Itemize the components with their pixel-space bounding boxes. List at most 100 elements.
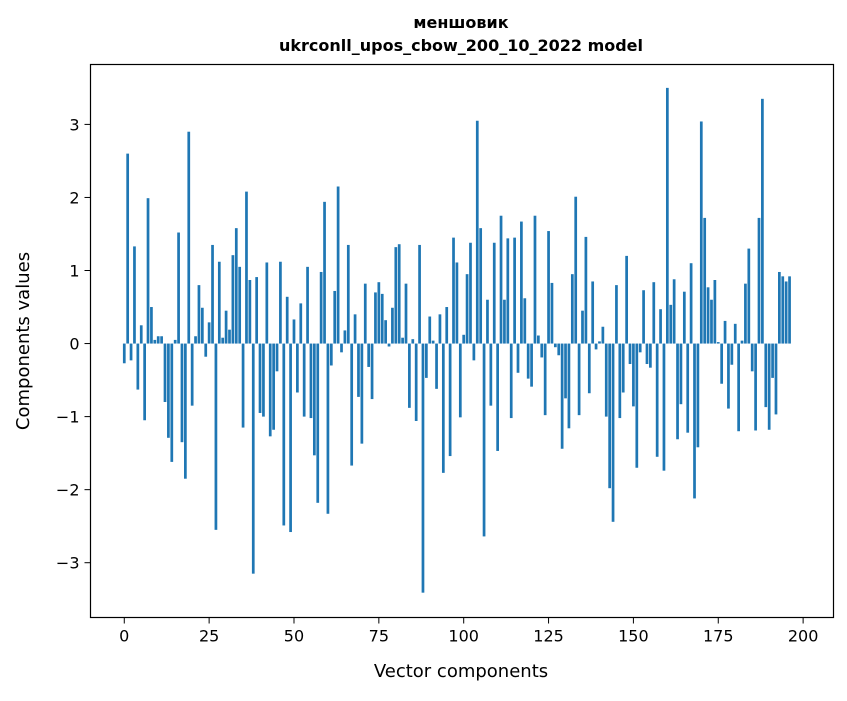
bar — [136, 343, 140, 390]
bar — [469, 242, 472, 344]
bar — [289, 343, 292, 533]
bar — [638, 343, 642, 353]
plot-frame — [89, 63, 835, 619]
bar — [255, 277, 259, 344]
bar — [547, 231, 550, 344]
bar — [299, 303, 303, 344]
bar — [340, 343, 343, 353]
bar — [282, 343, 286, 526]
bar — [665, 87, 669, 344]
bar — [567, 343, 571, 429]
bar — [581, 310, 584, 344]
bar — [564, 343, 567, 399]
bar — [323, 201, 326, 344]
bar — [747, 248, 751, 344]
bar — [194, 336, 197, 344]
bar — [703, 217, 707, 344]
bar — [380, 293, 384, 344]
bar — [550, 282, 554, 344]
bar — [778, 271, 781, 344]
bar — [224, 310, 228, 344]
bar — [435, 343, 438, 389]
bar — [245, 191, 248, 344]
bar — [333, 290, 337, 344]
bar — [625, 255, 628, 344]
bar — [167, 343, 170, 438]
bar — [499, 215, 503, 344]
bar — [231, 255, 235, 344]
bar — [139, 325, 143, 344]
bar — [122, 343, 126, 364]
bar — [628, 343, 632, 365]
bar — [177, 232, 180, 344]
bar — [217, 261, 221, 344]
bar — [492, 242, 496, 344]
bar — [676, 343, 679, 440]
bar — [248, 280, 252, 344]
bar — [241, 343, 245, 428]
bar — [312, 343, 316, 456]
bar — [302, 343, 306, 417]
bar — [540, 343, 544, 358]
bar — [591, 281, 595, 344]
bar — [431, 340, 435, 344]
bar — [584, 236, 588, 344]
bar — [706, 287, 710, 344]
bar — [621, 343, 625, 393]
bar — [720, 343, 724, 384]
bar — [448, 343, 452, 457]
bar — [557, 343, 561, 356]
bar — [150, 307, 153, 344]
bar — [733, 323, 737, 344]
bar — [520, 221, 523, 344]
bar — [146, 198, 150, 344]
bar — [214, 343, 218, 530]
bar — [207, 322, 211, 344]
bar — [503, 299, 506, 344]
y-tick-label: −2 — [56, 481, 80, 500]
bar — [682, 291, 686, 344]
bar — [377, 282, 381, 344]
bar — [686, 343, 690, 433]
y-axis-label: Components values — [13, 252, 34, 430]
bar — [689, 263, 693, 344]
bar — [455, 262, 459, 344]
bar — [190, 343, 194, 406]
bar — [163, 343, 167, 402]
bar — [472, 343, 476, 361]
bar — [662, 343, 666, 471]
bar — [526, 343, 530, 379]
bar — [659, 309, 662, 344]
x-tick-label: 25 — [199, 627, 219, 646]
bar — [425, 343, 428, 378]
bar — [360, 343, 364, 444]
bar — [319, 271, 323, 344]
bar — [458, 343, 462, 418]
x-axis-label: Vector components — [374, 661, 548, 682]
bar — [438, 314, 442, 344]
x-tick-label: 150 — [618, 627, 649, 646]
bar — [679, 343, 683, 405]
bar — [757, 217, 761, 344]
bar — [672, 279, 676, 344]
bar — [727, 343, 730, 409]
bar — [204, 343, 208, 357]
x-tick-label: 200 — [788, 627, 819, 646]
bar — [594, 343, 598, 350]
bar — [153, 339, 157, 344]
bar — [632, 343, 635, 407]
bar — [221, 337, 225, 344]
bar — [292, 319, 296, 344]
bar — [509, 343, 513, 419]
bar — [587, 343, 591, 394]
bar — [452, 237, 455, 344]
bar — [160, 336, 163, 344]
bar — [336, 186, 340, 344]
bar — [750, 343, 754, 372]
x-tick-label: 50 — [284, 627, 304, 646]
bar — [615, 285, 618, 344]
bar — [533, 215, 537, 344]
y-tick-label: 0 — [69, 335, 79, 354]
bar — [133, 246, 136, 344]
